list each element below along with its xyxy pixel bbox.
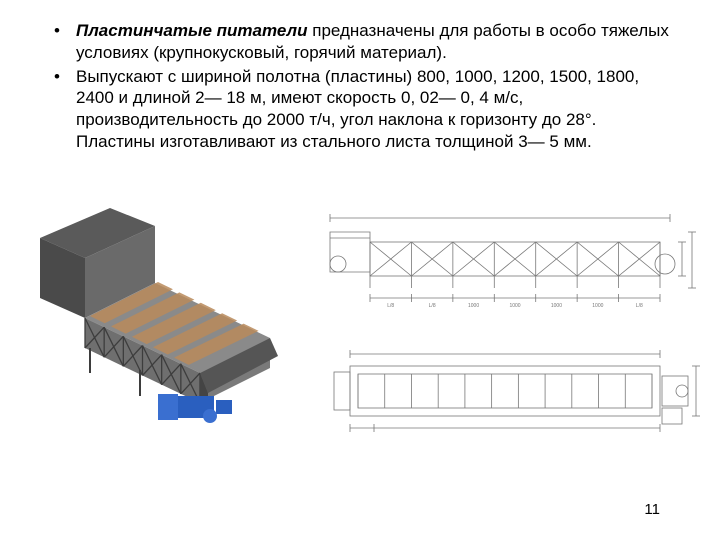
svg-text:L/8: L/8	[387, 303, 394, 309]
bullet-list: Пластинчатые питатели предназначены для …	[48, 20, 672, 153]
bullet-item-1: Пластинчатые питатели предназначены для …	[48, 20, 672, 64]
figures-area: L/8 L/8 1000 1000 1000 1000 L/8	[0, 198, 720, 468]
side-elevation-drawing: L/8 L/8 1000 1000 1000 1000 L/8	[310, 212, 700, 322]
page-number: 11	[644, 501, 660, 518]
drive-motor-icon	[158, 394, 232, 423]
isometric-render	[30, 198, 290, 428]
bullet-1-title: Пластинчатые питатели	[76, 21, 308, 40]
svg-text:L/8: L/8	[636, 303, 643, 309]
bullet-2-text: Выпускают с шириной полотна (пластины) 8…	[76, 67, 639, 151]
top-plan-drawing	[310, 348, 700, 438]
svg-text:1000: 1000	[509, 303, 520, 309]
svg-text:1000: 1000	[468, 303, 479, 309]
svg-text:1000: 1000	[551, 303, 562, 309]
bullet-item-2: Выпускают с шириной полотна (пластины) 8…	[48, 66, 672, 153]
svg-text:L/8: L/8	[429, 303, 436, 309]
svg-text:1000: 1000	[592, 303, 603, 309]
